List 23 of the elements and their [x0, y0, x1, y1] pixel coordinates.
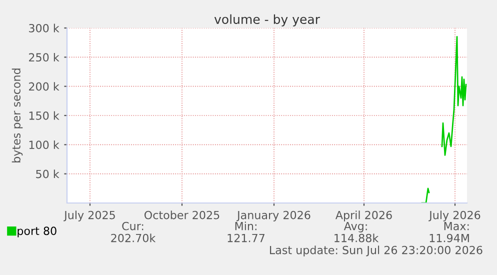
chart-title: volume - by year	[214, 14, 320, 26]
y-tick-label: 200 k	[29, 82, 60, 91]
y-tick-label: 250 k	[29, 52, 60, 62]
text: Cur:	[122, 222, 144, 230]
text: Last update: Sun Jul 26 23:20:00 2026	[270, 246, 482, 256]
text: 121.77	[228, 234, 264, 242]
y-tick-label: 100 k	[29, 140, 60, 150]
y-tick-label: 150 k	[29, 111, 60, 120]
y-axis-title: bytes per second	[12, 68, 23, 162]
text: 202.70k	[111, 234, 156, 242]
text: Avg:	[344, 222, 367, 232]
y-tick-label: 300 k	[29, 24, 60, 32]
text: Min:	[235, 222, 256, 230]
x-tick-label: April 2026	[335, 210, 392, 222]
x-tick-label: October 2025	[144, 210, 220, 220]
y-tick-label: 50 k	[36, 170, 60, 178]
text: Max:	[444, 222, 469, 230]
legend-label: port 80	[18, 226, 56, 238]
x-tick-label: July 2026	[428, 210, 480, 222]
text: 114.88k	[334, 234, 379, 242]
text: 11.94M	[430, 234, 469, 242]
x-tick-label: July 2025	[64, 210, 115, 222]
x-tick-label: January 2026	[236, 210, 310, 222]
